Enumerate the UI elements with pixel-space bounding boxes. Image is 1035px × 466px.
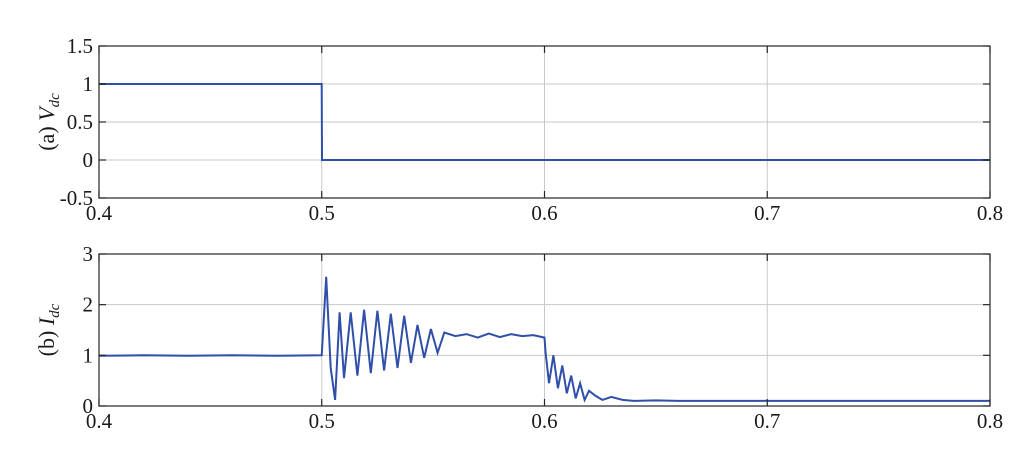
subplot-a-xtick-label: 0.5 [309, 201, 335, 225]
subplot-b-grid [99, 254, 990, 406]
subplot-b-xtick-label: 0.8 [977, 409, 1003, 433]
subplot-b-xtick-label: 0.7 [754, 409, 780, 433]
subplot-a-ytick-label: 1 [83, 72, 94, 96]
subplot-b-ytick-label: 0 [83, 394, 94, 418]
subplot-a-ytick-label: 1.5 [67, 34, 93, 58]
subplot-a-series-line [99, 83, 990, 161]
subplot-b-xtick-label: 0.5 [309, 409, 335, 433]
subplot-a-xtick-label: 0.8 [977, 201, 1003, 225]
subplot-a: 0.4 0.5 0.6 0.7 0.8 -0.5 0 0.5 1 1.5 (a) Vdc [34, 34, 1003, 225]
subplot-a-xtick-label: 0.6 [531, 201, 557, 225]
subplot-a-ytick-label: 0.5 [67, 110, 93, 134]
subplot-b-xtick-label: 0.6 [531, 409, 557, 433]
subplot-b-ytick-label: 3 [83, 242, 94, 266]
subplot-a-ytick-label: 0 [83, 148, 94, 172]
subplot-a-ylabel: (a) Vdc [34, 93, 63, 151]
subplot-a-ylabel-prefix: (a) [34, 121, 59, 151]
subplot-b-series-line [98, 276, 990, 403]
subplot-b-ylabel-var: I [34, 316, 59, 326]
subplot-b-ylabel-prefix: (b) [34, 325, 59, 356]
subplot-a-ylabel-sub: dc [47, 93, 63, 108]
subplot-b-ylabel-sub: dc [47, 303, 63, 318]
subplot-a-ylabel-var: V [34, 105, 59, 121]
subplot-a-ticks: 0.4 0.5 0.6 0.7 0.8 -0.5 0 0.5 1 1.5 [60, 34, 1003, 225]
subplot-b-ytick-label: 1 [83, 343, 94, 367]
subplot-a-xtick-label: 0.4 [86, 201, 113, 225]
subplot-a-ytick-label: -0.5 [60, 186, 93, 210]
subplot-a-grid [99, 46, 990, 198]
subplot-b-ylabel: (b) Idc [34, 303, 63, 356]
subplot-b-ticks: 0.4 0.5 0.6 0.7 0.8 0 1 2 3 [83, 242, 1004, 433]
subplot-b: 0.4 0.5 0.6 0.7 0.8 0 1 2 3 (b) Idc [34, 242, 1003, 433]
subplot-a-xtick-label: 0.7 [754, 201, 780, 225]
subplot-b-xtick-label: 0.4 [86, 409, 113, 433]
subplot-b-ytick-label: 2 [83, 293, 94, 317]
